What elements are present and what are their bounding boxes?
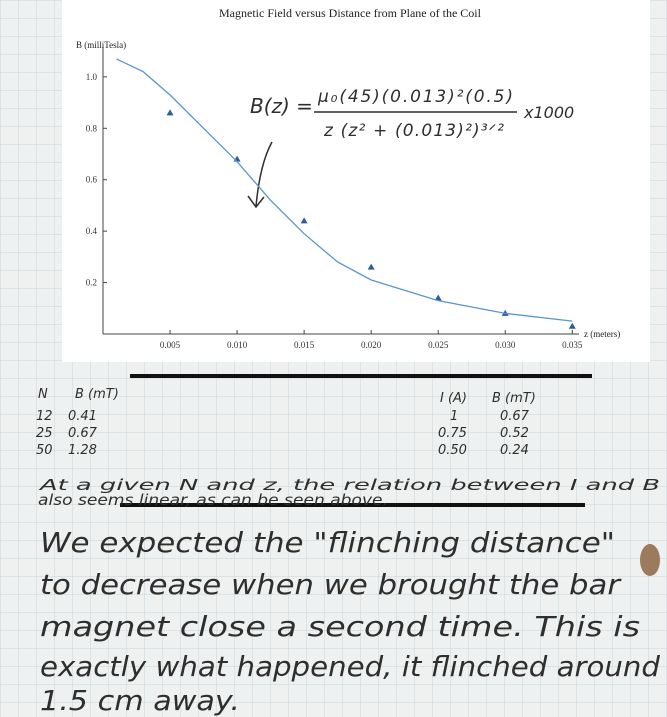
paragraph-line: magnet close a second time. This is [40, 610, 640, 643]
x-tick-label: 0.020 [361, 340, 382, 350]
y-axis-label: B (milliTesla) [76, 40, 126, 50]
data-point [367, 263, 375, 270]
y-tick-label: 1.0 [86, 72, 98, 82]
table-header: B (mT) [492, 391, 536, 406]
x-tick-label: 0.015 [294, 340, 315, 350]
paragraph-line: exactly what happened, it flinched aroun… [40, 650, 660, 683]
table-cell: 0.67 [68, 426, 98, 441]
table-cell: 0.50 [438, 443, 467, 458]
note-line: also seems linear, as can be seen above. [38, 491, 388, 509]
data-point [166, 109, 174, 116]
x-axis-label: z (meters) [584, 329, 620, 339]
table-cell: 0.41 [68, 409, 97, 424]
x-tick-label: 0.030 [495, 340, 516, 350]
arrow-head [247, 195, 265, 209]
formula-lhs: B(z) = [250, 94, 313, 118]
chart-title: Magnetic Field versus Distance from Plan… [219, 6, 482, 20]
table-cell: 1.28 [68, 443, 97, 458]
paragraph: We expected the "flinching distance" to … [40, 526, 660, 717]
y-tick-label: 0.6 [86, 175, 98, 185]
table-header: B (mT) [75, 387, 119, 402]
formula-denominator: z (z² + (0.013)²)³ᐟ² [323, 121, 504, 141]
table-cell: 0.67 [500, 409, 530, 424]
x-tick-label: 0.035 [562, 340, 583, 350]
table-cell: 0.24 [500, 443, 529, 458]
paragraph-line: to decrease when we brought the bar [40, 568, 622, 601]
paragraph-line: 1.5 cm away. [40, 684, 240, 717]
note-line: At a given N and z, the relation between… [38, 476, 660, 494]
y-tick-label: 0.4 [86, 226, 98, 236]
arrow [255, 141, 273, 207]
table-cell: 25 [36, 426, 53, 441]
chart: Magnetic Field versus Distance from Plan… [62, 0, 650, 362]
table-cell: 12 [36, 409, 53, 424]
table-header: I (A) [440, 391, 467, 406]
formula-factor: x1000 [523, 103, 574, 122]
paragraph-line: We expected the "flinching distance" [40, 526, 615, 559]
stain [640, 544, 660, 576]
table-left: N B (mT) 12 0.41 25 0.67 50 1.28 [36, 387, 119, 458]
table-cell: 1 [450, 409, 458, 424]
note: At a given N and z, the relation between… [38, 476, 660, 509]
data-point [300, 217, 308, 224]
x-tick-label: 0.005 [160, 340, 181, 350]
table-header: N [38, 387, 48, 402]
table-cell: 0.75 [438, 426, 467, 441]
table-cell: 50 [36, 443, 53, 458]
fit-curve [116, 58, 573, 322]
chart-panel [62, 0, 650, 362]
table-right: I (A) B (mT) 1 0.67 0.75 0.52 0.50 0.24 [438, 391, 536, 458]
data-point [434, 294, 442, 301]
y-tick-label: 0.8 [86, 123, 98, 133]
x-tick-label: 0.010 [227, 340, 248, 350]
data-point [568, 322, 576, 329]
y-tick-label: 0.2 [86, 278, 97, 288]
table-cell: 0.52 [500, 426, 529, 441]
x-tick-label: 0.025 [428, 340, 449, 350]
